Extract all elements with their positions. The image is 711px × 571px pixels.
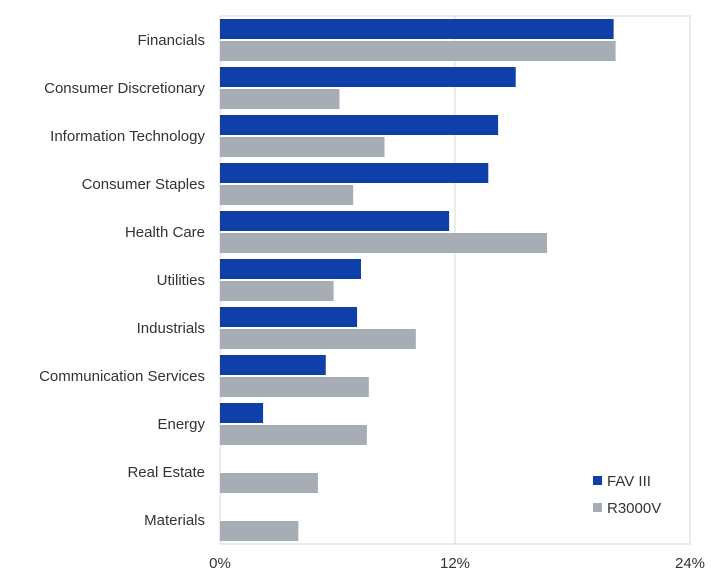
bar-fav-iii-health-care xyxy=(220,211,450,231)
bar-fav-iii-financials xyxy=(220,19,614,39)
legend-swatch xyxy=(593,503,602,512)
category-label: Energy xyxy=(157,416,205,433)
legend-swatch xyxy=(593,476,602,485)
bar-r3000v-industrials xyxy=(220,329,416,349)
bar-fav-iii-information-technology xyxy=(220,115,499,135)
legend-label: R3000V xyxy=(607,500,661,517)
bar-r3000v-energy xyxy=(220,425,367,445)
category-label: Health Care xyxy=(125,224,205,241)
bar-fav-iii-industrials xyxy=(220,307,358,327)
bar-fav-iii-utilities xyxy=(220,259,361,279)
bar-fav-iii-communication-services xyxy=(220,355,326,375)
category-label: Utilities xyxy=(157,272,205,289)
category-label: Consumer Staples xyxy=(82,176,205,193)
x-tick-label: 12% xyxy=(440,555,470,571)
x-tick-label: 0% xyxy=(209,555,231,571)
bar-r3000v-materials xyxy=(220,521,299,541)
bar-fav-iii-energy xyxy=(220,403,264,423)
bar-r3000v-utilities xyxy=(220,281,334,301)
legend: FAV III R3000V xyxy=(593,473,661,517)
category-label: Information Technology xyxy=(50,128,205,145)
category-label: Materials xyxy=(144,512,205,529)
category-label: Real Estate xyxy=(127,464,205,481)
legend-label: FAV III xyxy=(607,473,651,490)
bar-fav-iii-consumer-discretionary xyxy=(220,67,516,87)
category-label: Communication Services xyxy=(39,368,205,385)
bar-r3000v-communication-services xyxy=(220,377,369,397)
category-label: Consumer Discretionary xyxy=(44,80,205,97)
x-tick-labels: 0% 12% 24% xyxy=(209,555,705,571)
bar-r3000v-consumer-staples xyxy=(220,185,354,205)
bar-r3000v-financials xyxy=(220,41,616,61)
bar-r3000v-real-estate xyxy=(220,473,318,493)
bar-r3000v-information-technology xyxy=(220,137,385,157)
bar-fav-iii-consumer-staples xyxy=(220,163,489,183)
bar-r3000v-consumer-discretionary xyxy=(220,89,340,109)
category-labels: Financials Consumer Discretionary Informat… xyxy=(39,32,205,529)
bars xyxy=(220,19,616,541)
category-label: Financials xyxy=(137,32,205,49)
bar-r3000v-health-care xyxy=(220,233,548,253)
x-tick-label: 24% xyxy=(675,555,705,571)
category-label: Industrials xyxy=(137,320,205,337)
